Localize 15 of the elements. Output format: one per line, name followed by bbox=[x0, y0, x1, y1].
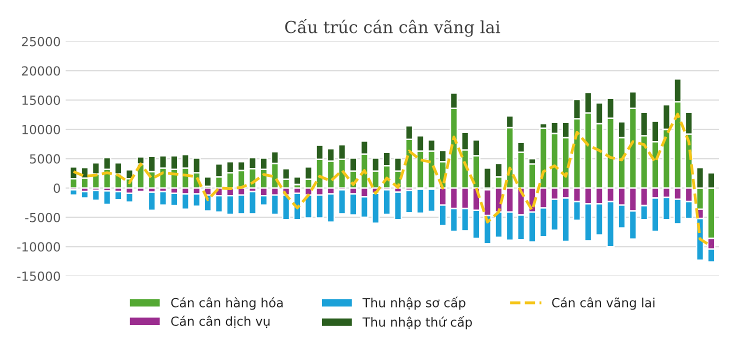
legend-label: Cán cân vãng lai bbox=[552, 297, 654, 310]
y-tick-label: -10000 bbox=[17, 242, 60, 252]
y-tick-label: 15000 bbox=[22, 96, 60, 105]
y-tick-label: 5000 bbox=[30, 154, 60, 164]
y-tick-label: 20000 bbox=[22, 66, 60, 76]
legend-label: Thu nhập sơ cấp bbox=[362, 296, 466, 310]
y-tick-label: 10000 bbox=[22, 124, 60, 134]
chart-title: Cấu trúc cán cân vãng lai bbox=[285, 18, 500, 37]
legend-label: Cán cân dịch vụ bbox=[171, 316, 270, 328]
y-tick-label: 0 bbox=[54, 183, 60, 193]
y-tick-label: 25000 bbox=[22, 36, 60, 46]
y-tick-label: -15000 bbox=[17, 271, 60, 281]
legend-label: Thu nhập thứ cấp bbox=[362, 316, 472, 330]
legend-label: Cán cân hàng hóa bbox=[171, 297, 283, 310]
y-tick-label: -5000 bbox=[25, 212, 60, 222]
